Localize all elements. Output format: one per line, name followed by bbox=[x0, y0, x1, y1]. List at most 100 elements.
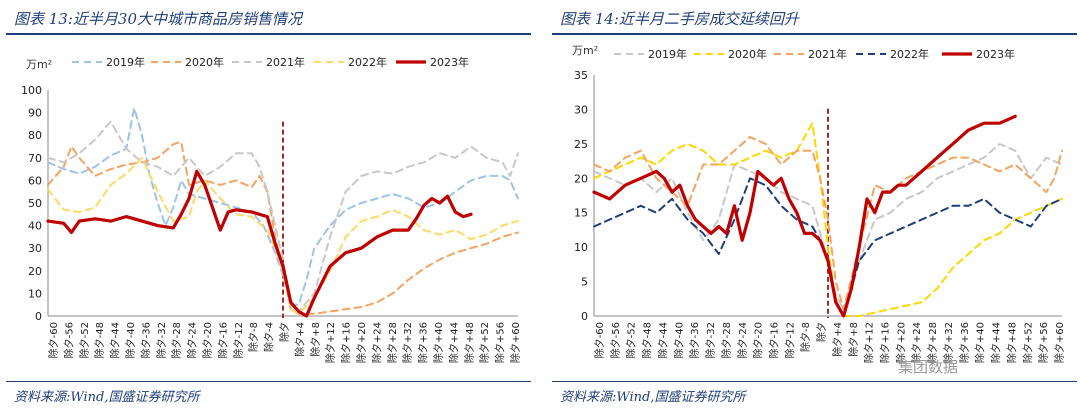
x-tick-label: 除夕+12 bbox=[863, 322, 876, 363]
line-chart: 万m² 0 10 20 30 40 50 60 70 80 90 100 除夕-60 除夕-56 除夕-52… bbox=[21, 55, 522, 363]
title-rule bbox=[552, 33, 1077, 35]
x-tick-label: 除夕+32 bbox=[401, 322, 414, 363]
x-tick-label: 除夕+48 bbox=[1005, 322, 1018, 363]
legend-label: 2020年 bbox=[728, 47, 767, 61]
legend-label: 2022年 bbox=[348, 55, 387, 69]
left-chart-panel: 图表 13:近半月30大中城市商品房销售情况 万m² 0 10 20 30 40 50 60 7… bbox=[6, 0, 531, 415]
x-tick-label: 除夕-16 bbox=[216, 322, 229, 358]
x-tick-label: 除夕-52 bbox=[78, 322, 91, 358]
x-tick-label: 除夕-8 bbox=[799, 322, 812, 352]
y-tick-label: 90 bbox=[28, 107, 42, 120]
y-tick-label: 80 bbox=[28, 129, 42, 142]
legend-label: 2020年 bbox=[185, 55, 224, 69]
y-tick-label: 0 bbox=[35, 310, 42, 323]
y-tick-label: 25 bbox=[574, 138, 588, 151]
x-tick-label: 除夕-36 bbox=[139, 322, 152, 358]
x-tick-label: 除夕+16 bbox=[879, 322, 892, 363]
x-tick-label: 除夕-24 bbox=[736, 322, 749, 358]
x-tick-label: 除夕+48 bbox=[463, 322, 476, 363]
x-tick-label: 除夕+20 bbox=[355, 322, 368, 363]
x-tick-label: 除夕+44 bbox=[990, 322, 1003, 363]
x-tick-label: 除夕 bbox=[278, 322, 291, 342]
y-tick-label: 5 bbox=[581, 276, 588, 289]
x-tick-label: 除夕+12 bbox=[324, 322, 337, 363]
x-tick-label: 除夕+56 bbox=[1037, 322, 1050, 363]
y-axis-unit-label: 万m² bbox=[26, 58, 52, 71]
chart-title: 图表 14:近半月二手房成交延续回升 bbox=[560, 10, 799, 28]
y-tick-label: 10 bbox=[28, 287, 42, 300]
legend-label: 2019年 bbox=[106, 55, 145, 69]
x-tick-label: 除夕-12 bbox=[783, 322, 796, 358]
y-tick-label: 15 bbox=[574, 207, 588, 220]
x-tick-label: 除夕-8 bbox=[247, 322, 260, 352]
x-tick-label: 除夕-56 bbox=[62, 322, 75, 358]
x-tick-label: 除夕-4 bbox=[263, 322, 276, 352]
y-tick-label: 30 bbox=[28, 242, 42, 255]
x-tick-label: 除夕-48 bbox=[641, 322, 654, 358]
x-tick-label: 除夕-12 bbox=[232, 322, 245, 358]
x-tick-label: 除夕-60 bbox=[593, 322, 606, 358]
legend-label: 2019年 bbox=[648, 47, 687, 61]
legend-label: 2022年 bbox=[890, 47, 929, 61]
x-tick-label: 除夕 bbox=[815, 322, 828, 342]
x-tick-label: 除夕+40 bbox=[432, 322, 445, 363]
y-tick-label: 35 bbox=[574, 69, 588, 82]
x-tick-label: 除夕+16 bbox=[340, 322, 353, 363]
legend-label: 2021年 bbox=[808, 47, 847, 61]
x-tick-label: 除夕-44 bbox=[656, 322, 669, 358]
y-tick-label: 20 bbox=[28, 265, 42, 278]
x-tick-label: 除夕+4 bbox=[831, 322, 844, 357]
legend-label: 2023年 bbox=[430, 55, 469, 69]
right-chart-panel: 图表 14:近半月二手房成交延续回升 万m² 0 5 10 15 20 25 30 35 除夕-6… bbox=[552, 0, 1077, 415]
x-tick-label: 除夕+32 bbox=[942, 322, 955, 363]
footer-rule bbox=[6, 381, 531, 382]
y-tick-label: 50 bbox=[28, 197, 42, 210]
x-tick-label: 除夕+36 bbox=[417, 322, 430, 363]
y-tick-label: 40 bbox=[28, 220, 42, 233]
y-tick-label: 0 bbox=[581, 310, 588, 323]
x-tick-label: 除夕-32 bbox=[704, 322, 717, 358]
x-tick-label: 除夕-36 bbox=[688, 322, 701, 358]
source-note: 资料来源:Wind,国盛证券研究所 bbox=[560, 390, 746, 405]
y-tick-label: 70 bbox=[28, 152, 42, 165]
series-line-2023年 bbox=[592, 114, 1017, 318]
watermark: 集团数据 bbox=[898, 358, 959, 376]
x-tick-label: 除夕-60 bbox=[47, 322, 60, 358]
x-tick-label: 除夕+8 bbox=[309, 322, 322, 357]
title-rule bbox=[6, 33, 531, 35]
x-tick-label: 除夕+40 bbox=[974, 322, 987, 363]
x-tick-label: 除夕+28 bbox=[386, 322, 399, 363]
x-tick-label: 除夕-56 bbox=[609, 322, 622, 358]
x-tick-label: 除夕+60 bbox=[1053, 322, 1066, 363]
legend-label: 2021年 bbox=[266, 55, 305, 69]
x-tick-label: 除夕-44 bbox=[109, 322, 122, 358]
x-tick-label: 除夕-20 bbox=[752, 322, 765, 358]
x-tick-label: 除夕+24 bbox=[910, 322, 923, 363]
series-line-2019年 bbox=[47, 107, 519, 306]
x-tick-label: 除夕-28 bbox=[170, 322, 183, 358]
y-tick-label: 100 bbox=[21, 84, 42, 97]
x-tick-label: 除夕+8 bbox=[847, 322, 860, 357]
x-tick-label: 除夕-20 bbox=[201, 322, 214, 358]
series-line-2021年 bbox=[593, 136, 1063, 311]
series-line-2021年 bbox=[47, 120, 519, 313]
y-axis-unit-label: 万m² bbox=[572, 44, 598, 57]
x-tick-label: 除夕+60 bbox=[509, 322, 522, 363]
x-tick-label: 除夕-40 bbox=[672, 322, 685, 358]
x-tick-label: 除夕-32 bbox=[155, 322, 168, 358]
x-tick-label: 除夕+52 bbox=[478, 322, 491, 363]
series-line-2020年 bbox=[593, 122, 1063, 317]
x-tick-label: 除夕+36 bbox=[958, 322, 971, 363]
x-tick-label: 除夕+56 bbox=[494, 322, 507, 363]
y-tick-label: 10 bbox=[574, 241, 588, 254]
x-tick-label: 除夕-48 bbox=[93, 322, 106, 358]
x-tick-label: 除夕+4 bbox=[293, 322, 306, 357]
series-line-2022年 bbox=[47, 156, 519, 315]
source-note: 资料来源:Wind,国盛证券研究所 bbox=[14, 390, 200, 405]
x-tick-label: 除夕+28 bbox=[926, 322, 939, 363]
x-tick-label: 除夕+24 bbox=[370, 322, 383, 363]
chart-title: 图表 13:近半月30大中城市商品房销售情况 bbox=[14, 10, 302, 28]
x-tick-label: 除夕+44 bbox=[447, 322, 460, 363]
x-tick-label: 除夕-52 bbox=[625, 322, 638, 358]
